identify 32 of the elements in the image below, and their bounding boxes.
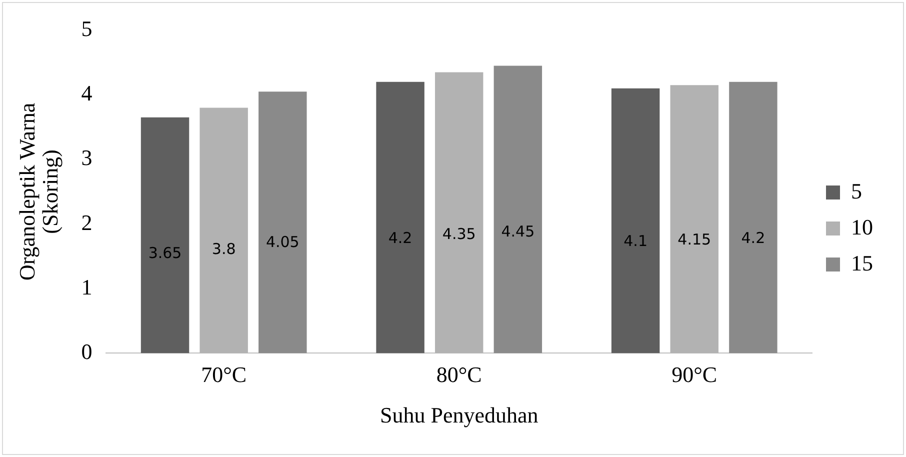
y-tick-label: 4 <box>81 80 92 106</box>
data-label: 3.8 <box>212 240 236 258</box>
bar <box>729 82 778 354</box>
bar <box>140 117 190 354</box>
legend-label: 10 <box>851 214 873 240</box>
bar <box>494 66 542 354</box>
y-tick-label: 2 <box>81 210 92 235</box>
y-tick-label: 0 <box>81 338 92 364</box>
y-tick-label: 1 <box>81 274 92 300</box>
bar <box>376 82 424 354</box>
bar <box>611 88 660 354</box>
bar <box>200 108 248 354</box>
data-label: 4.45 <box>501 222 535 240</box>
data-label: 3.65 <box>148 244 182 262</box>
legend-label: 5 <box>851 178 862 204</box>
bar <box>670 85 718 354</box>
y-tick-label: 5 <box>81 16 92 41</box>
bar <box>434 72 484 354</box>
x-tick-label: 90°C <box>672 362 718 388</box>
data-label: 4.15 <box>678 230 712 248</box>
y-axis-title: Organoleptik Warna (Skoring) <box>14 102 62 281</box>
data-label: 4.05 <box>266 233 300 252</box>
data-label: 4.2 <box>741 229 766 248</box>
x-tick-label: 80°C <box>436 362 482 388</box>
legend-label: 15 <box>851 250 873 276</box>
data-label: 4.1 <box>624 232 648 250</box>
y-tick-label: 3 <box>81 145 92 170</box>
data-label: 4.35 <box>442 225 476 244</box>
data-label: 4.2 <box>388 229 412 248</box>
x-axis-title: Suhu Penyeduhan <box>380 402 538 428</box>
bar <box>258 92 307 354</box>
x-tick-label: 70°C <box>201 362 247 388</box>
